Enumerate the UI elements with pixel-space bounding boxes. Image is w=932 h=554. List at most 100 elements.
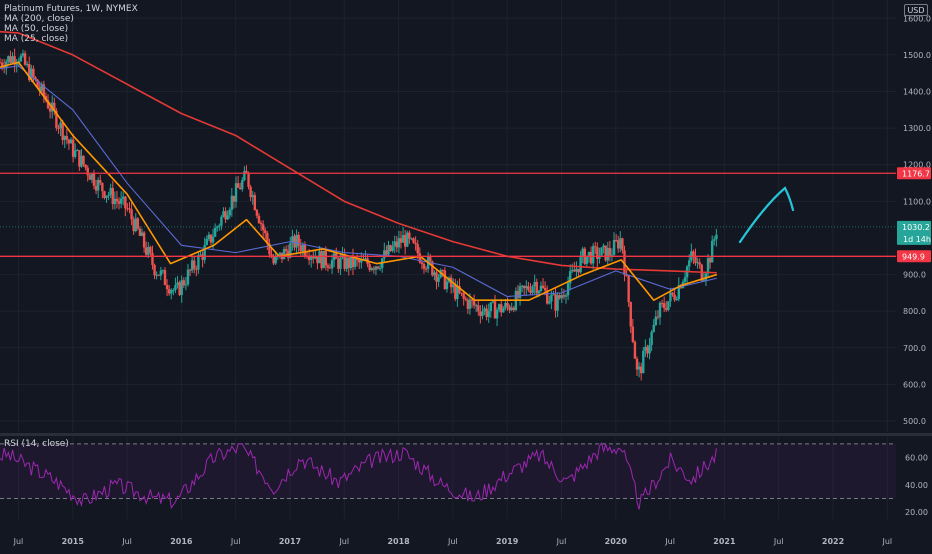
legend-ma200[interactable]: MA (200, close) [4, 14, 74, 24]
current-price-tag [897, 220, 931, 245]
candle-body [623, 250, 626, 275]
time-tick-label: 2021 [713, 537, 736, 546]
candle-body [452, 284, 455, 288]
candle-body [433, 272, 436, 276]
candle-body [330, 260, 334, 269]
price-tick-label: 1500.0 [903, 51, 931, 60]
current-price-label: 1030.2 [902, 223, 930, 232]
candle-body [581, 248, 584, 256]
candle-body [527, 286, 530, 291]
candle-body [115, 198, 119, 202]
candle-body [226, 215, 229, 220]
candle-body [84, 164, 87, 168]
candle-body [107, 194, 110, 196]
candle-body [401, 235, 405, 243]
candle-body [28, 63, 31, 81]
candle-body [293, 236, 296, 248]
legend-rsi[interactable]: RSI (14, close) [4, 439, 69, 449]
candle-body [128, 208, 131, 210]
price-tick-label: 600.0 [903, 380, 926, 389]
legend-ma25[interactable]: MA (25, close) [4, 34, 69, 44]
candle-body [435, 272, 438, 282]
chart-legend: Platinum Futures, 1W, NYMEX MA (200, clo… [4, 4, 138, 44]
candle-body [541, 285, 545, 289]
candle-body [658, 302, 662, 318]
candle-body [598, 255, 601, 259]
candle-body [389, 245, 392, 251]
candle-body [481, 311, 484, 316]
candle-body [639, 366, 643, 374]
candle-body [650, 331, 653, 345]
candle-body [268, 243, 271, 255]
candle-body [621, 238, 624, 251]
candle-body [614, 239, 618, 241]
candle-body [255, 210, 259, 216]
candle-body [211, 236, 215, 243]
candle-body [345, 257, 348, 269]
candle-body [53, 102, 56, 111]
candle-body [378, 267, 382, 269]
candle-body [76, 150, 79, 152]
candle-body [134, 218, 137, 232]
candle-body [631, 326, 635, 342]
time-tick-label: 2016 [170, 537, 193, 546]
candle-body [374, 266, 378, 270]
candle-body [67, 139, 71, 144]
currency-button[interactable]: USD [904, 4, 928, 16]
candle-body [309, 256, 313, 260]
level-tag-label: 949.9 [902, 252, 925, 261]
candle-body [15, 62, 18, 65]
candle-body [113, 198, 117, 205]
candle-body [161, 270, 165, 272]
candle-body [437, 277, 440, 282]
candle-body [554, 294, 557, 311]
candle-body [612, 239, 616, 255]
candle-body [40, 84, 43, 91]
candle-body [180, 280, 183, 296]
candle-body [216, 226, 219, 228]
candle-body [420, 262, 424, 264]
candle-body [337, 258, 340, 269]
candle-body [571, 269, 574, 272]
rsi-tick-label: 20.00 [905, 508, 928, 517]
candle-body [477, 305, 480, 312]
candle-body [322, 250, 325, 269]
candle-body [633, 341, 637, 359]
candle-body [364, 258, 367, 261]
candle-body [506, 302, 509, 307]
candle-body [339, 257, 342, 269]
candle-body [11, 56, 14, 64]
candle-body [312, 256, 315, 259]
candle-body [692, 251, 695, 257]
candle-body [236, 183, 240, 188]
candle-body [297, 234, 300, 246]
candles [0, 48, 718, 381]
legend-ma50[interactable]: MA (50, close) [4, 24, 69, 34]
candle-body [694, 256, 697, 264]
ma50-line [0, 65, 717, 298]
candle-body [19, 55, 23, 62]
candle-body [403, 235, 407, 247]
candle-body [662, 303, 666, 309]
candle-body [518, 286, 522, 298]
candle-body [32, 68, 35, 78]
candle-body [504, 302, 507, 309]
candle-body [596, 247, 599, 259]
candle-body [48, 108, 52, 112]
candle-body [301, 244, 305, 252]
candle-body [665, 308, 668, 311]
price-tick-label: 500.0 [903, 417, 926, 426]
candle-body [445, 281, 449, 290]
candle-body [416, 244, 419, 254]
candle-body [220, 216, 223, 226]
time-tick-label: 2018 [387, 537, 410, 546]
candle-body [564, 295, 568, 297]
candle-body [303, 244, 307, 256]
time-tick-label: Jul [447, 537, 458, 546]
candle-body [92, 173, 96, 186]
candle-body [454, 284, 457, 300]
candle-body [163, 270, 167, 286]
symbol-title[interactable]: Platinum Futures, 1W, NYMEX [4, 4, 138, 14]
